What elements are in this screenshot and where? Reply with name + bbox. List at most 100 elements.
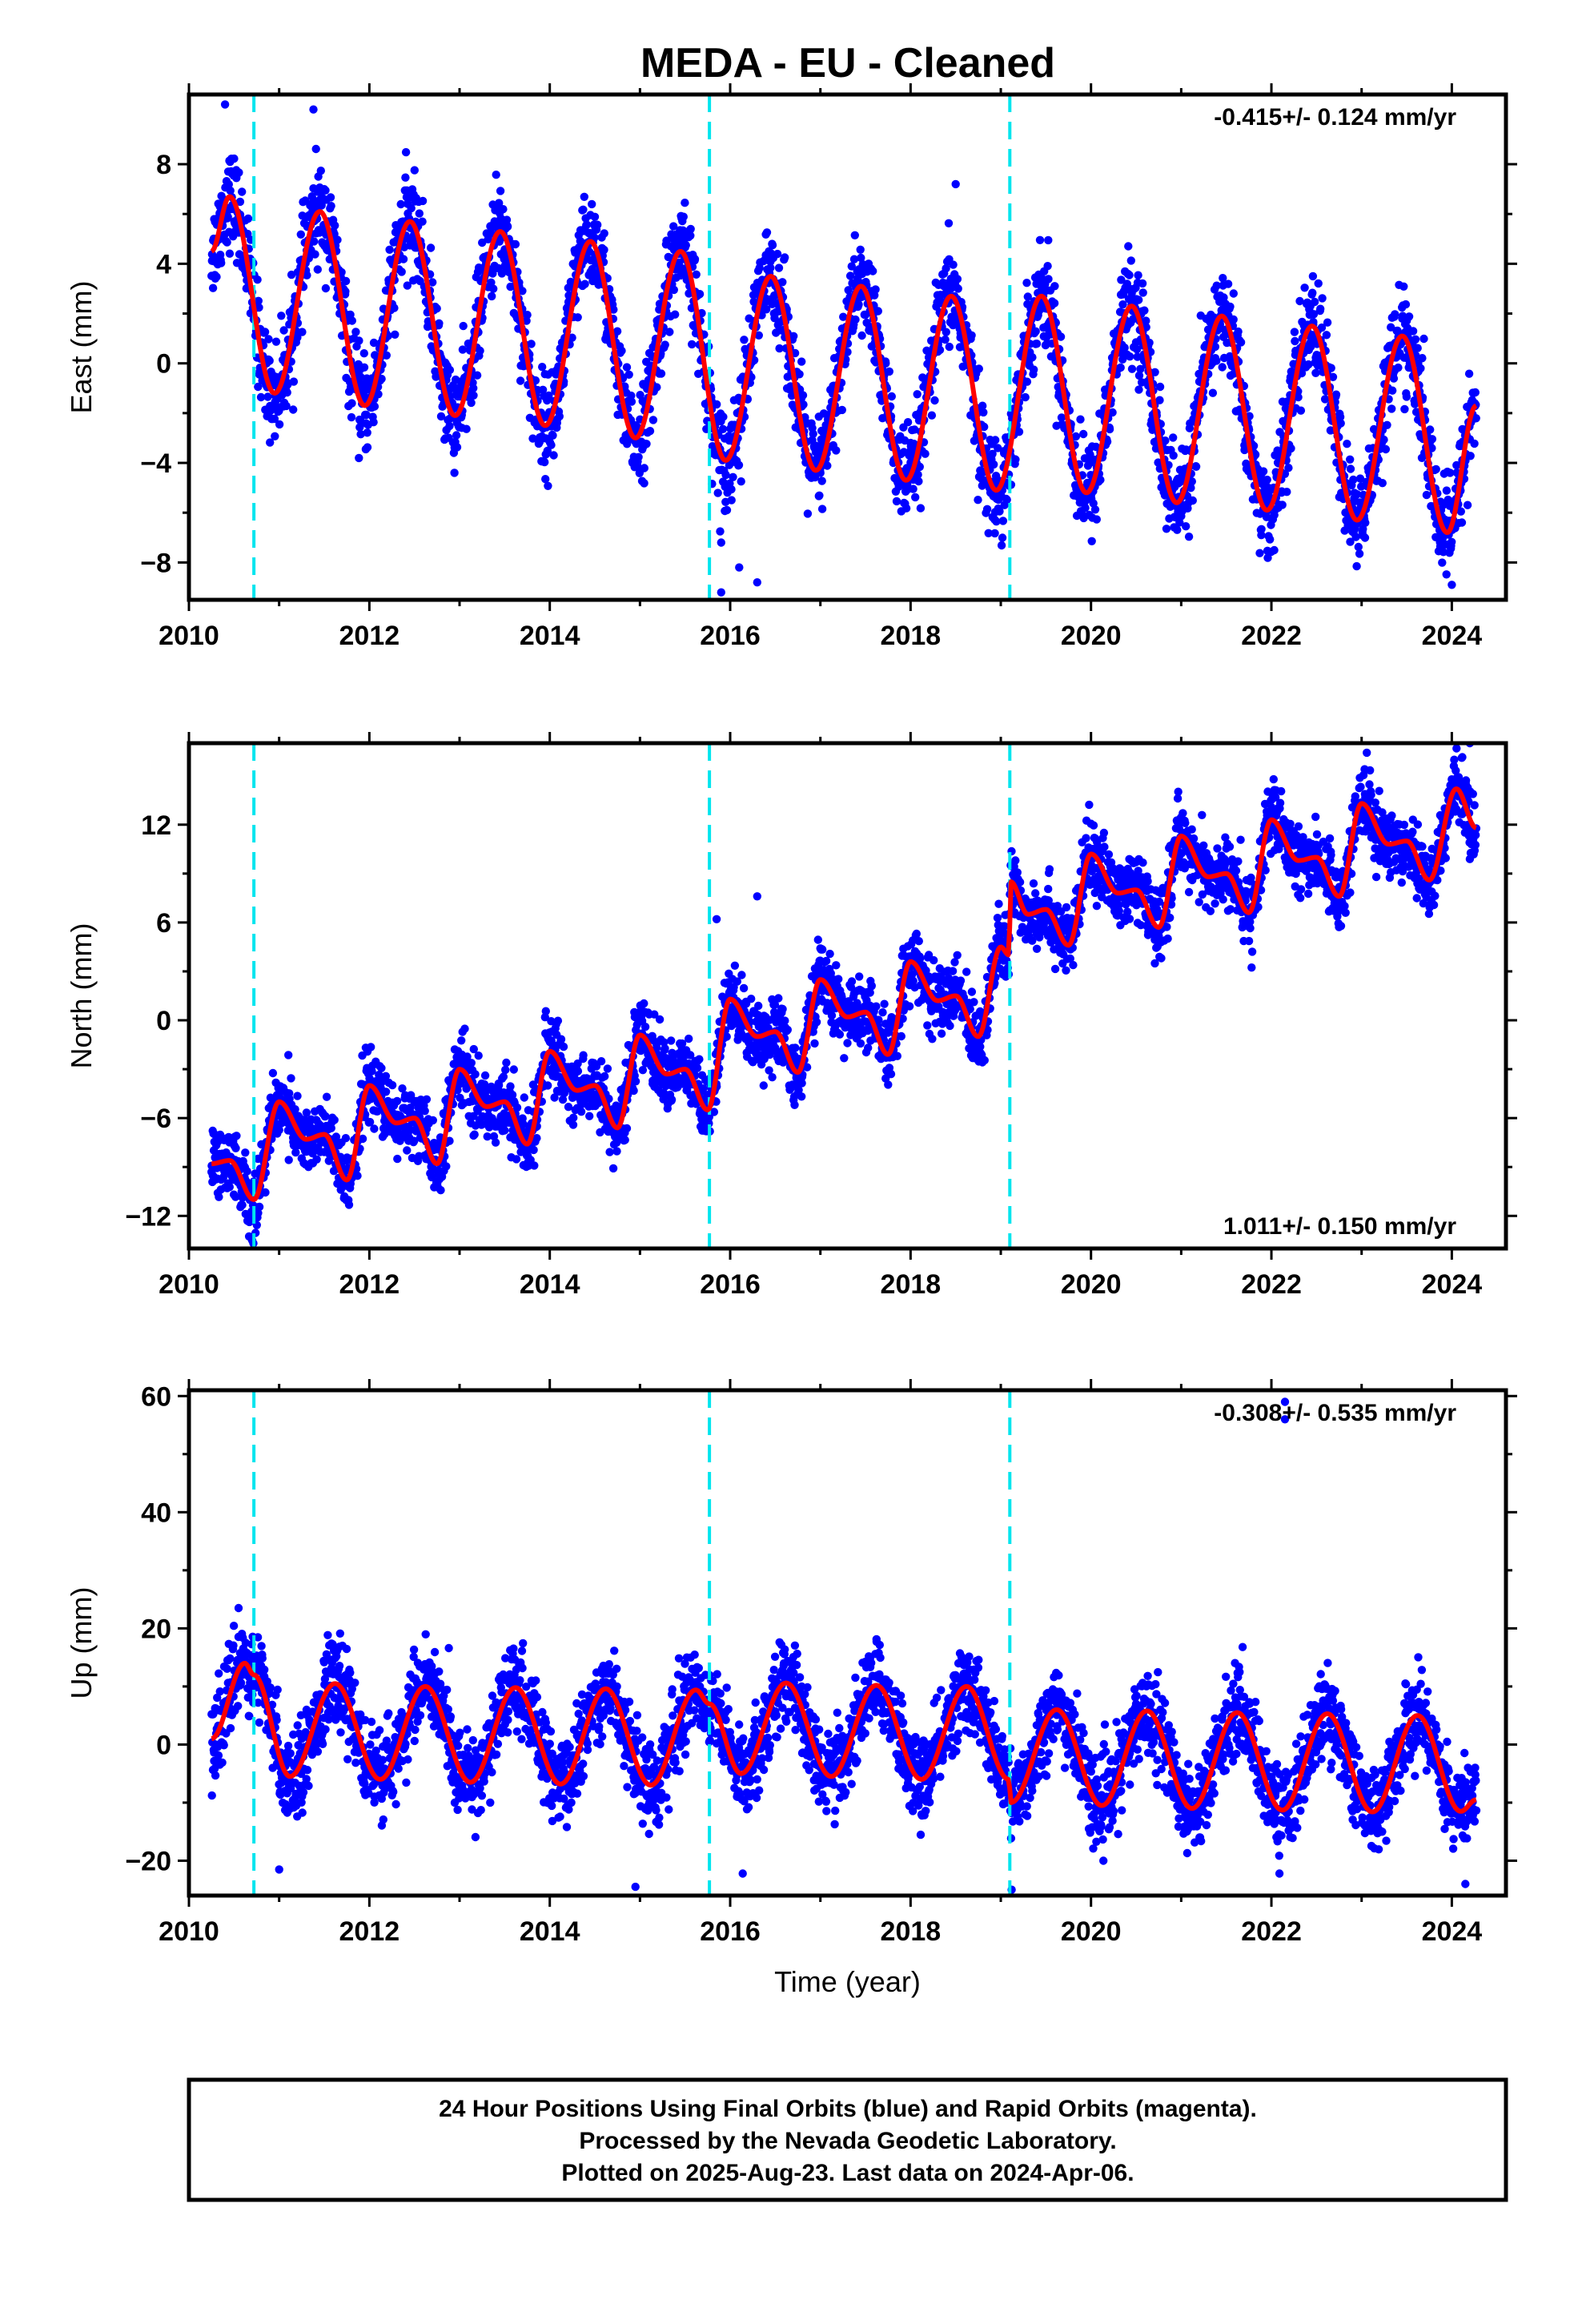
east-data-point [1291, 336, 1299, 346]
east-data-point [555, 412, 564, 421]
east-data-point [212, 272, 221, 281]
east-data-point [282, 401, 291, 411]
east-data-point [689, 322, 698, 331]
east-data-point [734, 460, 744, 469]
east-data-point [716, 527, 725, 536]
east-data-point [293, 333, 302, 342]
east-data-point [995, 507, 1004, 516]
east-data-point [1335, 412, 1345, 421]
east-outlier-point [717, 538, 725, 547]
east-data-point [243, 214, 253, 223]
east-data-point [832, 446, 841, 455]
east-data-point [718, 424, 728, 433]
east-data-point [974, 496, 982, 505]
east-data-point [1438, 558, 1447, 567]
east-data-point [671, 310, 680, 319]
east-data-point [1050, 282, 1059, 291]
east-panel: 2010 2012 2014 2016 2018 2020 2022 2024−8−4048E… [65, 83, 1517, 651]
east-data-point [927, 411, 937, 420]
north-data-point [500, 1126, 509, 1135]
east-data-point [489, 284, 498, 293]
east-data-point [1320, 395, 1330, 404]
east-data-point [869, 267, 877, 275]
east-data-point [754, 331, 763, 340]
north-data-point [442, 1162, 451, 1171]
east-x-tick-label: 2018 [881, 621, 942, 651]
north-data-point [474, 1051, 483, 1060]
north-data-point [460, 1024, 469, 1033]
east-data-point [600, 245, 608, 255]
east-data-point [1355, 549, 1364, 558]
east-data-point [1133, 352, 1142, 361]
east-data-point [369, 338, 379, 348]
east-data-point [355, 453, 363, 463]
east-data-point [472, 371, 482, 380]
east-data-point [781, 253, 789, 262]
east-data-point [298, 328, 307, 336]
east-data-point [1308, 288, 1317, 297]
east-data-point [1331, 390, 1341, 399]
east-data-point [296, 230, 305, 239]
east-data-point [1278, 501, 1287, 509]
east-data-point [1096, 476, 1105, 485]
east-data-point [1134, 296, 1143, 304]
north-data-point [312, 1155, 321, 1164]
east-outlier-point [220, 100, 230, 109]
east-data-point [942, 328, 951, 336]
east-data-point [492, 171, 500, 179]
east-data-point [279, 326, 288, 335]
east-x-tick-label: 2024 [1422, 621, 1483, 651]
east-data-point [1322, 331, 1331, 340]
east-data-point [1011, 455, 1020, 464]
east-data-point [1035, 235, 1045, 244]
east-data-point [695, 290, 705, 299]
east-data-point [1294, 392, 1303, 402]
east-data-point [415, 209, 424, 218]
east-data-point [916, 504, 926, 513]
east-data-point [255, 303, 263, 312]
north-data-point [491, 1138, 500, 1147]
north-data-point [608, 1164, 618, 1173]
east-data-point [499, 205, 508, 214]
east-data-point [1028, 353, 1037, 362]
east-data-point [266, 438, 275, 447]
east-data-point [1310, 297, 1319, 307]
east-data-point [1092, 515, 1102, 524]
east-data-point [729, 472, 737, 481]
east-data-point [224, 180, 233, 189]
east-data-point [347, 399, 356, 408]
east-data-point [1161, 436, 1170, 445]
east-data-point [311, 144, 320, 154]
east-data-point [1447, 537, 1456, 546]
east-data-point [990, 529, 999, 538]
east-data-point [713, 400, 721, 409]
north-data-point [661, 1044, 669, 1053]
east-data-point [436, 412, 446, 421]
east-data-point [1311, 368, 1320, 377]
north-data-point [377, 1063, 386, 1073]
east-data-point [998, 517, 1008, 525]
east-data-point [544, 391, 553, 400]
north-data-point [640, 1023, 650, 1031]
east-data-point [1219, 274, 1227, 283]
east-data-point [798, 391, 808, 400]
east-data-point [1297, 368, 1307, 378]
east-data-point [226, 186, 235, 195]
east-data-point [397, 267, 406, 276]
east-data-point [1295, 296, 1304, 306]
east-data-point [1442, 570, 1451, 579]
east-data-point [445, 365, 455, 375]
east-data-point [1102, 437, 1112, 446]
east-data-point [1023, 292, 1033, 301]
east-data-point [609, 305, 618, 314]
east-data-point [363, 428, 371, 437]
north-data-point [238, 1200, 247, 1209]
east-data-point [1471, 388, 1480, 397]
east-data-point [1032, 340, 1042, 348]
east-y-tick-label: −4 [140, 448, 171, 479]
east-data-point [540, 457, 549, 467]
east-data-point [277, 312, 286, 320]
east-data-point [289, 377, 299, 386]
north-data-point [381, 1088, 391, 1096]
east-data-point [1120, 344, 1129, 352]
